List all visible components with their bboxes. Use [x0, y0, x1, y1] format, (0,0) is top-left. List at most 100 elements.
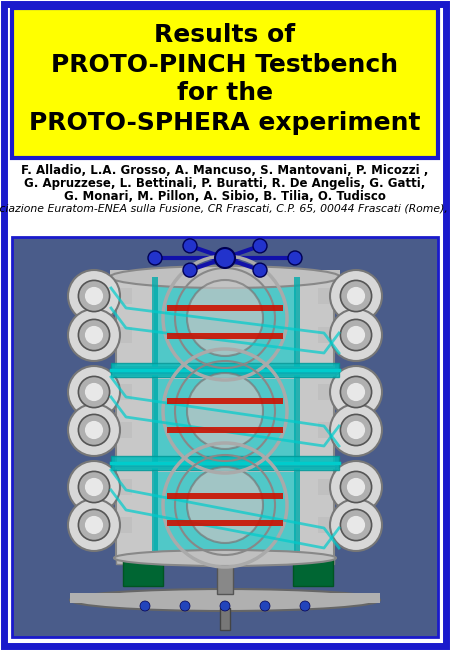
Bar: [118, 422, 132, 438]
Bar: [154, 281, 296, 363]
Circle shape: [330, 499, 382, 551]
Circle shape: [340, 280, 372, 311]
Circle shape: [85, 326, 103, 344]
Bar: [167, 305, 283, 311]
Circle shape: [347, 478, 365, 496]
Bar: [12, 237, 438, 637]
Bar: [221, 248, 229, 260]
Text: Associazione Euratom-ENEA sulla Fusione, CR Frascati, C.P. 65, 00044 Frascati (R: Associazione Euratom-ENEA sulla Fusione,…: [0, 204, 450, 214]
Circle shape: [340, 510, 372, 541]
Bar: [116, 375, 334, 465]
Bar: [116, 556, 334, 564]
Bar: [14, 239, 436, 635]
Circle shape: [340, 471, 372, 502]
Bar: [167, 398, 283, 404]
Circle shape: [68, 461, 120, 513]
Bar: [318, 384, 332, 400]
Circle shape: [78, 376, 110, 408]
Circle shape: [220, 601, 230, 611]
Bar: [167, 427, 283, 433]
Circle shape: [340, 376, 372, 408]
Bar: [167, 493, 283, 499]
Bar: [318, 327, 332, 343]
Bar: [294, 277, 300, 367]
Circle shape: [85, 383, 103, 401]
Circle shape: [300, 601, 310, 611]
Circle shape: [78, 510, 110, 541]
Bar: [111, 456, 339, 470]
Bar: [318, 479, 332, 495]
Bar: [118, 517, 132, 533]
Circle shape: [78, 280, 110, 311]
Ellipse shape: [70, 589, 380, 611]
Circle shape: [340, 415, 372, 446]
Text: for the: for the: [177, 81, 273, 105]
Circle shape: [85, 478, 103, 496]
Bar: [154, 472, 296, 554]
Bar: [294, 468, 300, 558]
Bar: [318, 517, 332, 533]
Circle shape: [347, 326, 365, 344]
Bar: [220, 608, 230, 630]
Bar: [110, 270, 340, 282]
Bar: [167, 333, 283, 339]
Bar: [293, 560, 333, 586]
Bar: [152, 468, 158, 558]
Text: PROTO-SPHERA experiment: PROTO-SPHERA experiment: [29, 111, 421, 135]
Bar: [118, 384, 132, 400]
Bar: [123, 560, 163, 586]
Circle shape: [187, 280, 263, 356]
Circle shape: [68, 366, 120, 418]
Text: G. Apruzzese, L. Bettinali, P. Buratti, R. De Angelis, G. Gatti,: G. Apruzzese, L. Bettinali, P. Buratti, …: [24, 177, 426, 190]
Circle shape: [78, 471, 110, 502]
Circle shape: [330, 404, 382, 456]
Circle shape: [68, 270, 120, 322]
Circle shape: [180, 601, 190, 611]
Bar: [167, 520, 283, 526]
Bar: [154, 379, 296, 461]
Circle shape: [68, 499, 120, 551]
Bar: [118, 479, 132, 495]
Circle shape: [68, 404, 120, 456]
Circle shape: [330, 309, 382, 361]
Circle shape: [68, 309, 120, 361]
Bar: [12, 8, 438, 158]
Text: PROTO-PINCH Testbench: PROTO-PINCH Testbench: [51, 53, 399, 77]
Circle shape: [253, 263, 267, 277]
Circle shape: [347, 421, 365, 439]
Circle shape: [288, 251, 302, 265]
Ellipse shape: [114, 550, 336, 566]
Bar: [152, 375, 158, 465]
Bar: [118, 327, 132, 343]
Text: G. Monari, M. Pillon, A. Sibio, B. Tilia, O. Tudisco: G. Monari, M. Pillon, A. Sibio, B. Tilia…: [64, 190, 386, 203]
Circle shape: [347, 516, 365, 534]
Bar: [217, 564, 233, 594]
Bar: [118, 288, 132, 304]
Circle shape: [330, 270, 382, 322]
Circle shape: [85, 287, 103, 305]
Bar: [111, 363, 339, 377]
Bar: [294, 375, 300, 465]
Circle shape: [78, 415, 110, 446]
Circle shape: [85, 516, 103, 534]
Circle shape: [78, 319, 110, 350]
Bar: [70, 593, 380, 603]
Bar: [318, 288, 332, 304]
Circle shape: [347, 287, 365, 305]
Circle shape: [330, 366, 382, 418]
Circle shape: [183, 239, 197, 253]
Text: F. Alladio, L.A. Grosso, A. Mancuso, S. Mantovani, P. Micozzi ,: F. Alladio, L.A. Grosso, A. Mancuso, S. …: [21, 164, 429, 177]
Circle shape: [187, 373, 263, 449]
Text: Results of: Results of: [154, 23, 296, 47]
Circle shape: [253, 239, 267, 253]
Circle shape: [330, 461, 382, 513]
Bar: [116, 468, 334, 558]
Bar: [116, 277, 334, 367]
Bar: [152, 277, 158, 367]
Circle shape: [140, 601, 150, 611]
Circle shape: [148, 251, 162, 265]
Bar: [318, 422, 332, 438]
Circle shape: [340, 319, 372, 350]
Circle shape: [347, 383, 365, 401]
Circle shape: [183, 263, 197, 277]
